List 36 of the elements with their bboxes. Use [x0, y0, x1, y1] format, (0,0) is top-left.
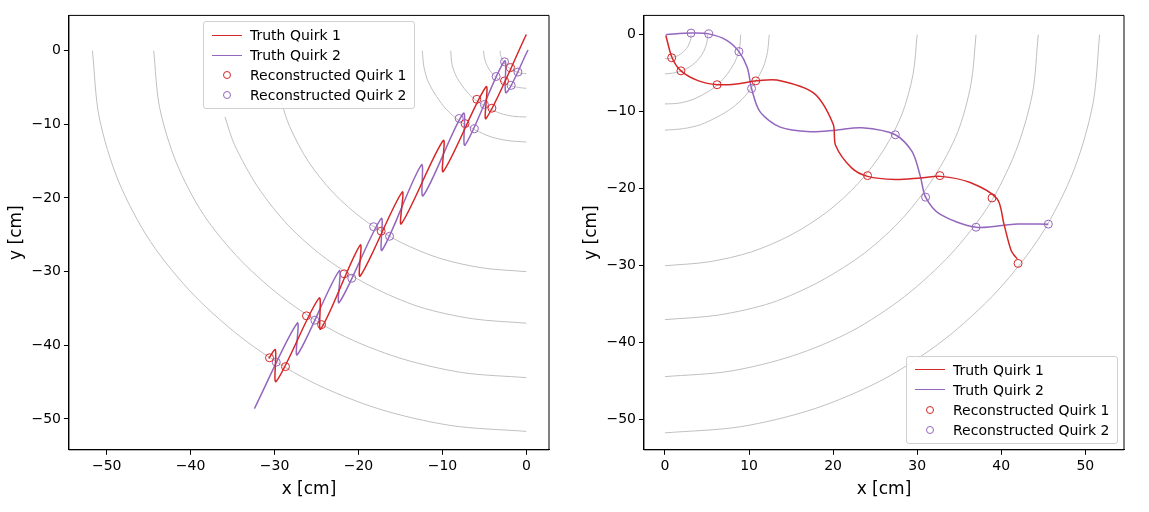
y-tick-label: −20: [31, 188, 61, 205]
legend-label: Truth Quirk 2: [249, 47, 341, 64]
legend-label: Truth Quirk 1: [953, 361, 1044, 378]
legend-label: Truth Quirk 2: [953, 381, 1044, 398]
y-tick-label: −10: [31, 115, 61, 132]
x-tick-label: −20: [343, 456, 374, 473]
x-tick-label: −50: [91, 456, 122, 473]
x-axis-title: x [cm]: [281, 478, 337, 499]
y-tick-label: −40: [31, 335, 61, 352]
x-tick-label: 50: [1076, 456, 1095, 473]
x-axis-title: x [cm]: [856, 478, 912, 499]
x-tick-label: 0: [660, 456, 670, 473]
x-tick-label: 0: [521, 456, 531, 473]
y-tick-label: −20: [606, 179, 636, 196]
y-tick-label: −40: [606, 333, 636, 350]
legend-label: Reconstructed Quirk 1: [249, 67, 407, 84]
y-tick-label: −50: [31, 409, 61, 426]
x-tick-label: −30: [259, 456, 290, 473]
y-tick-label: 0: [627, 25, 636, 42]
legend-label: Truth Quirk 1: [249, 27, 341, 44]
x-tick-label: −10: [427, 456, 458, 473]
y-tick-label: −50: [606, 410, 636, 427]
y-tick-label: −30: [31, 262, 61, 279]
x-tick-label: 30: [908, 456, 927, 473]
x-tick-label: 10: [740, 456, 758, 473]
y-axis-title: y [cm]: [579, 205, 600, 260]
y-tick-label: −30: [606, 256, 636, 273]
legend-label: Reconstructed Quirk 2: [249, 87, 407, 104]
legend-label: Reconstructed Quirk 1: [953, 401, 1110, 418]
legend-label: Reconstructed Quirk 2: [953, 421, 1110, 438]
y-tick-label: −10: [606, 102, 636, 119]
x-tick-label: 40: [992, 456, 1011, 473]
y-tick-label: 0: [52, 41, 61, 58]
y-axis-title: y [cm]: [4, 205, 25, 260]
x-tick-label: 20: [824, 456, 843, 473]
x-tick-label: −40: [175, 456, 206, 473]
